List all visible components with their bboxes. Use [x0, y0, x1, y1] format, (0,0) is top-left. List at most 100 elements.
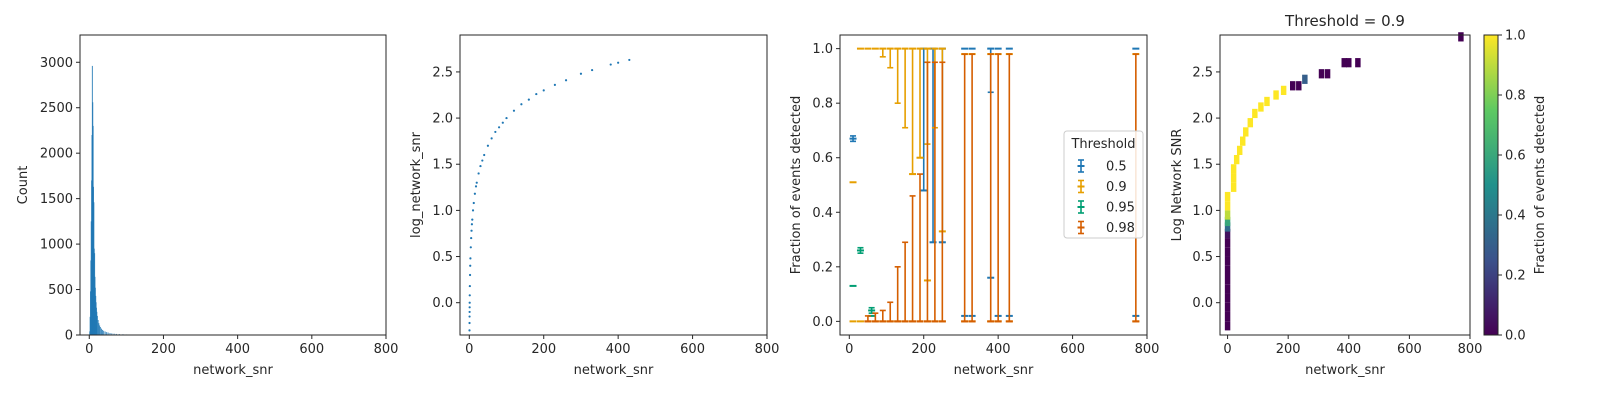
heatmap-cell — [1224, 275, 1231, 285]
heatmap-cell — [1264, 96, 1270, 107]
heatmap-cell — [1355, 58, 1361, 68]
data-point — [512, 109, 516, 112]
y-tick-label: 0.0 — [1192, 296, 1213, 311]
x-axis-label: network_snr — [193, 363, 273, 378]
heatmap-cell — [1224, 216, 1231, 227]
heatmap-cell — [1258, 102, 1264, 112]
data-point — [553, 83, 556, 86]
heatmap-cell — [1236, 145, 1243, 155]
heatmap-cell — [1324, 69, 1331, 79]
data-point — [469, 246, 472, 249]
y-tick-label: 1500 — [40, 192, 73, 207]
heatmap-cell — [1224, 247, 1231, 257]
y-tick-label: 2.5 — [432, 65, 453, 80]
y-tick-label: 0.5 — [432, 250, 453, 265]
histogram-bar — [98, 323, 100, 335]
heatmap-cell — [1243, 127, 1249, 137]
heatmap-cell — [1224, 302, 1231, 312]
heatmap-cell — [1224, 256, 1231, 266]
histogram-bar — [103, 330, 105, 335]
heatmap-cell — [1224, 210, 1231, 220]
data-point — [505, 116, 508, 120]
x-tick-label: 400 — [225, 342, 250, 357]
y-tick-label: 2500 — [40, 101, 73, 116]
data-point — [472, 201, 475, 205]
data-point — [468, 294, 471, 297]
data-point — [535, 92, 538, 96]
heatmap-cell — [1318, 69, 1325, 79]
histogram-bar — [109, 333, 111, 335]
legend — [1063, 130, 1144, 239]
x-tick-label: 0 — [85, 342, 93, 357]
x-tick-label: 800 — [1458, 342, 1483, 357]
histogram-bar — [115, 333, 117, 335]
y-tick-label: 0.0 — [432, 296, 453, 311]
legend-label: 0.98 — [1106, 221, 1135, 236]
y-tick-label: 0.4 — [812, 206, 833, 221]
data-point — [468, 329, 471, 332]
heatmap-cell — [1458, 32, 1464, 42]
y-tick-label: 0.0 — [812, 315, 833, 330]
colorbar-tick-label: 0.6 — [1505, 149, 1526, 164]
data-point — [470, 229, 473, 232]
data-point — [591, 68, 594, 72]
x-axis-label: network_snr — [954, 363, 1034, 378]
data-point — [469, 257, 472, 260]
data-point — [469, 264, 472, 267]
plot-frame — [1219, 34, 1471, 336]
colorbar — [1483, 34, 1499, 336]
y-tick-label: 1.0 — [812, 42, 833, 57]
y-tick-label: 0.5 — [1192, 250, 1213, 265]
heatmap-cell — [1341, 58, 1347, 68]
heatmap-cell — [1273, 90, 1279, 100]
data-point — [473, 192, 476, 195]
data-point — [520, 103, 523, 106]
y-tick-label: 1.0 — [1192, 204, 1213, 219]
y-tick-label: 0.2 — [812, 260, 833, 275]
heatmap-cell — [1224, 321, 1231, 331]
y-tick-label: 500 — [48, 283, 73, 298]
x-tick-label: 600 — [299, 342, 324, 357]
x-axis-label: network_snr — [574, 363, 654, 378]
data-point — [470, 223, 474, 226]
data-point — [497, 126, 501, 129]
data-point — [617, 61, 620, 64]
data-point — [479, 164, 482, 168]
heatmap-cell — [1224, 293, 1231, 303]
histogram-bar — [111, 333, 113, 335]
heatmap-cell — [1224, 265, 1231, 275]
x-tick-label: 600 — [1397, 342, 1422, 357]
data-point — [501, 121, 504, 124]
histogram-bar — [96, 311, 98, 335]
x-tick-label: 400 — [986, 342, 1011, 357]
data-point — [468, 284, 471, 288]
x-tick-label: 800 — [755, 342, 780, 357]
data-point — [468, 321, 471, 325]
histogram-bar — [113, 333, 115, 335]
heatmap-cell — [1224, 228, 1231, 239]
y-tick-label: 1.5 — [1192, 158, 1213, 173]
plot-frame — [839, 34, 1148, 336]
histogram-bar — [106, 332, 108, 335]
data-point — [564, 79, 568, 82]
data-point — [494, 130, 497, 134]
plot-frame — [459, 34, 768, 336]
histogram-bar — [102, 329, 104, 335]
x-tick-label: 200 — [1276, 342, 1301, 357]
x-tick-label: 400 — [606, 342, 631, 357]
heatmap-cell — [1224, 222, 1231, 232]
data-point — [486, 144, 490, 147]
heatmap-cell — [1230, 164, 1237, 174]
heatmap-cell — [1224, 238, 1231, 248]
y-tick-label: 2000 — [40, 147, 73, 162]
heatmap-cell — [1224, 191, 1231, 202]
heatmap-cell — [1247, 118, 1254, 128]
data-point — [470, 236, 473, 240]
y-tick-label: 2.0 — [1192, 112, 1213, 127]
data-point — [471, 218, 474, 221]
data-point — [579, 72, 583, 75]
heatmap-cell — [1290, 81, 1296, 91]
y-axis-label: Count — [16, 166, 31, 205]
heatmap-cell — [1296, 81, 1302, 91]
data-point — [471, 209, 475, 212]
